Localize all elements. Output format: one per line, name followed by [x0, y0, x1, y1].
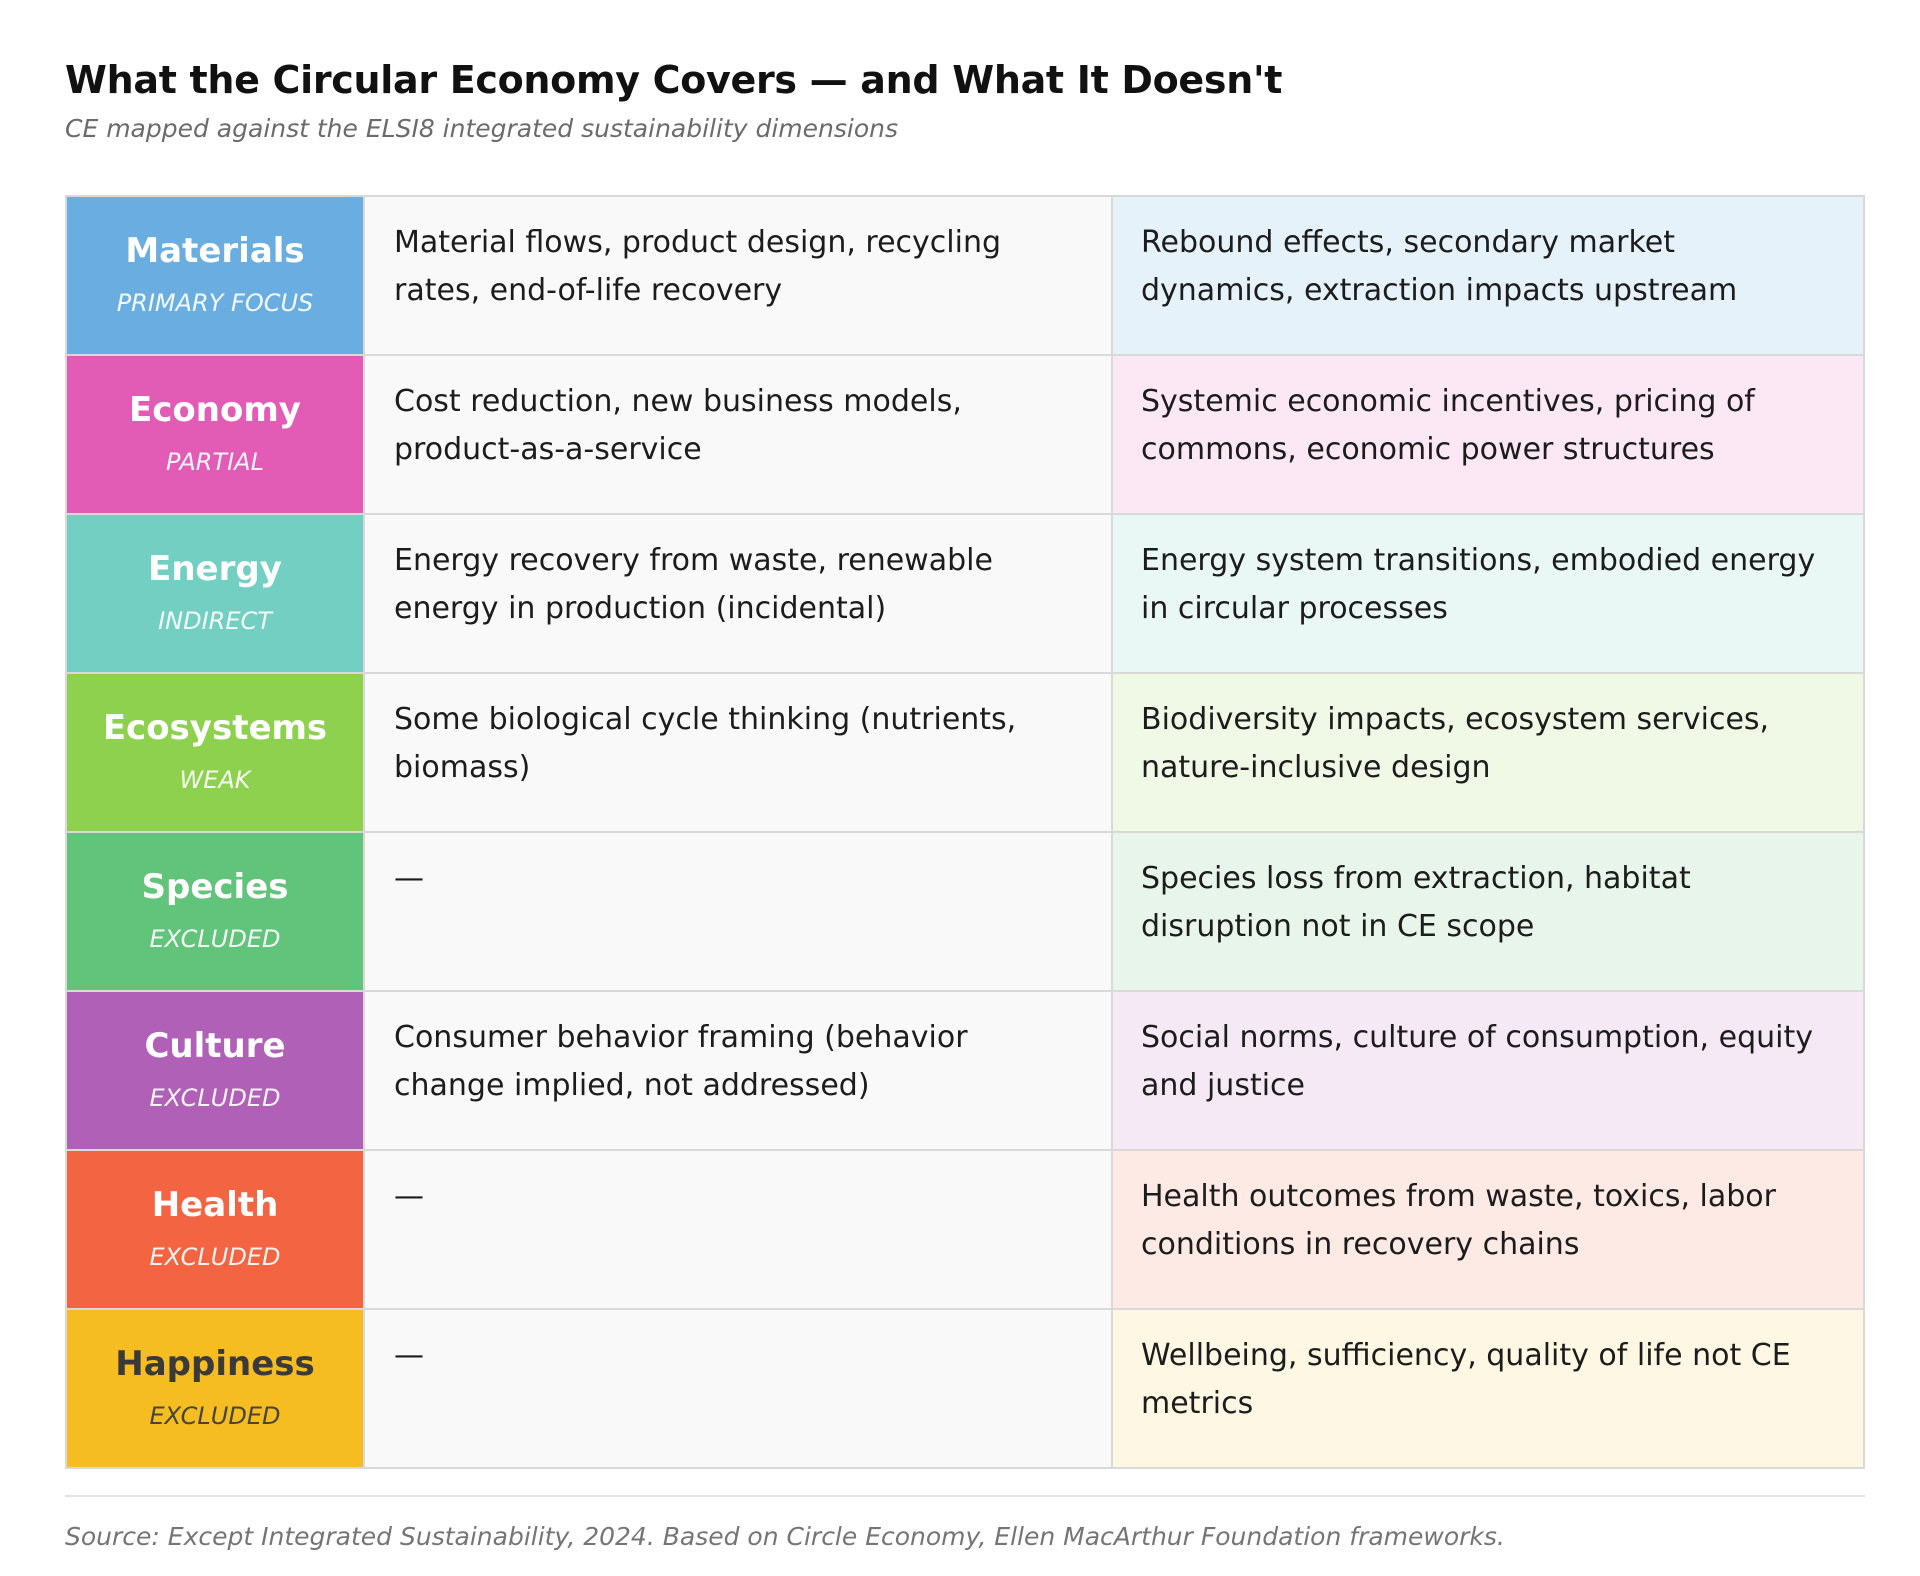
covers-cell: Energy recovery from waste, renewable en… [363, 515, 1113, 672]
covers-cell: Material flows, product design, recyclin… [363, 197, 1113, 354]
dimension-cell: Economy PARTIAL [67, 356, 363, 513]
dimension-cell: Happiness EXCLUDED [67, 1310, 363, 1467]
gaps-cell: Energy system transitions, embodied ener… [1113, 515, 1863, 672]
covers-cell: — [363, 1310, 1113, 1467]
dimension-status: INDIRECT [158, 607, 272, 635]
gaps-cell: Social norms, culture of consumption, eq… [1113, 992, 1863, 1149]
covers-cell: Some biological cycle thinking (nutrient… [363, 674, 1113, 831]
gaps-cell: Species loss from extraction, habitat di… [1113, 833, 1863, 990]
covers-cell: — [363, 833, 1113, 990]
source-note: Source: Except Integrated Sustainability… [65, 1522, 1505, 1551]
table-row: Materials PRIMARY FOCUS Material flows, … [67, 197, 1863, 356]
gaps-cell: Health outcomes from waste, toxics, labo… [1113, 1151, 1863, 1308]
dimension-status: PARTIAL [166, 448, 264, 476]
covers-cell: Consumer behavior framing (behavior chan… [363, 992, 1113, 1149]
covers-cell: — [363, 1151, 1113, 1308]
dimension-status: EXCLUDED [149, 1243, 281, 1271]
dimension-name: Materials [125, 231, 305, 271]
table-row: Species EXCLUDED — Species loss from ext… [67, 833, 1863, 992]
gaps-cell: Wellbeing, sufficiency, quality of life … [1113, 1310, 1863, 1467]
table-row: Energy INDIRECT Energy recovery from was… [67, 515, 1863, 674]
coverage-table: Materials PRIMARY FOCUS Material flows, … [65, 195, 1865, 1469]
dimension-status: WEAK [179, 766, 251, 794]
dimension-name: Culture [144, 1026, 286, 1066]
page-title: What the Circular Economy Covers — and W… [65, 58, 1283, 102]
dimension-name: Health [151, 1185, 279, 1225]
dimension-cell: Materials PRIMARY FOCUS [67, 197, 363, 354]
covers-cell: Cost reduction, new business models, pro… [363, 356, 1113, 513]
gaps-cell: Systemic economic incentives, pricing of… [1113, 356, 1863, 513]
gaps-cell: Biodiversity impacts, ecosystem services… [1113, 674, 1863, 831]
dimension-cell: Health EXCLUDED [67, 1151, 363, 1308]
dimension-name: Economy [129, 390, 301, 430]
dimension-cell: Energy INDIRECT [67, 515, 363, 672]
dimension-name: Energy [148, 549, 282, 589]
footer-divider [65, 1495, 1865, 1497]
table-row: Culture EXCLUDED Consumer behavior frami… [67, 992, 1863, 1151]
page-subtitle: CE mapped against the ELSI8 integrated s… [65, 114, 899, 143]
table-row: Economy PARTIAL Cost reduction, new busi… [67, 356, 1863, 515]
table-row: Ecosystems WEAK Some biological cycle th… [67, 674, 1863, 833]
dimension-cell: Species EXCLUDED [67, 833, 363, 990]
dimension-status: EXCLUDED [149, 925, 281, 953]
gaps-cell: Rebound effects, secondary market dynami… [1113, 197, 1863, 354]
dimension-cell: Culture EXCLUDED [67, 992, 363, 1149]
dimension-name: Ecosystems [102, 708, 328, 748]
dimension-cell: Ecosystems WEAK [67, 674, 363, 831]
page: What the Circular Economy Covers — and W… [65, 52, 1865, 1555]
dimension-status: PRIMARY FOCUS [116, 289, 314, 317]
dimension-name: Species [141, 867, 289, 907]
table-row: Happiness EXCLUDED — Wellbeing, sufficie… [67, 1310, 1863, 1469]
dimension-status: EXCLUDED [149, 1084, 281, 1112]
table-row: Health EXCLUDED — Health outcomes from w… [67, 1151, 1863, 1310]
dimension-status: EXCLUDED [149, 1402, 281, 1430]
dimension-name: Happiness [115, 1344, 315, 1384]
